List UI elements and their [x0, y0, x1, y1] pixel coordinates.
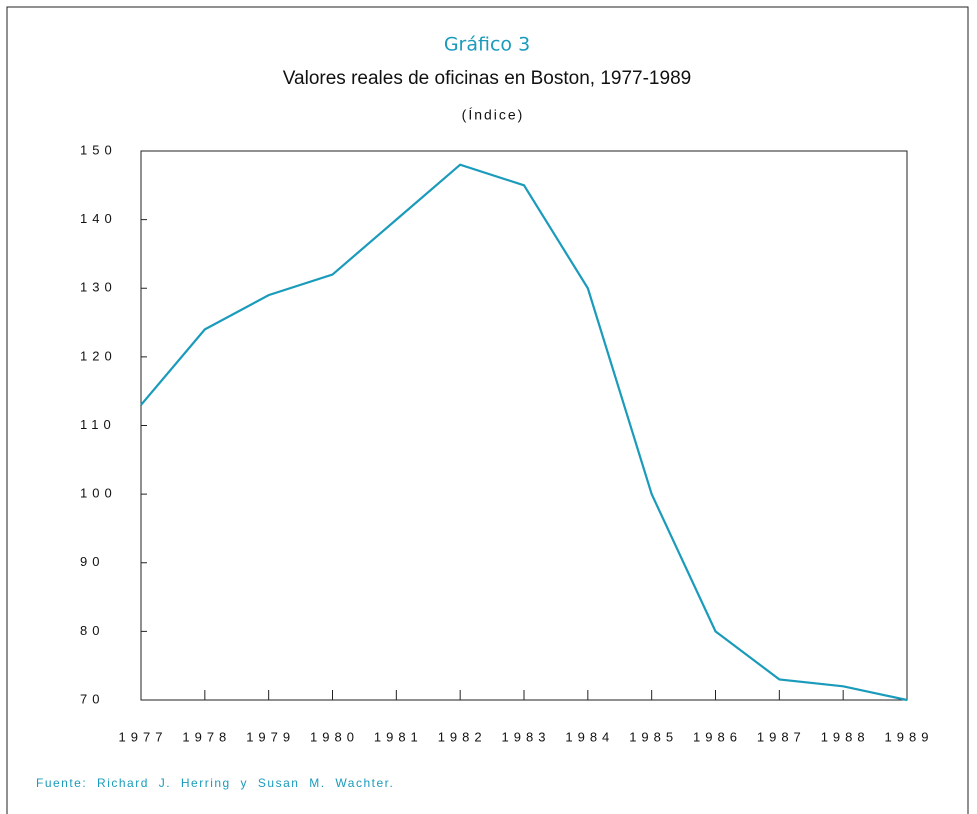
source: Fuente: Richard J. Herring y Susan M. Wa… [36, 776, 394, 790]
chart-title: Valores reales de oficinas en Boston, 19… [283, 68, 691, 89]
chart-label: Gráfico 3 [444, 34, 530, 56]
y-tick-label: 140 [80, 211, 117, 226]
y-tick-label: 90 [80, 554, 104, 569]
x-tick-label: 1980 [310, 729, 359, 744]
y-tick-label: 70 [80, 691, 104, 706]
line [140, 163, 908, 702]
x-tick-label: 1983 [502, 729, 551, 744]
y-tick-label: 130 [80, 280, 117, 295]
plot-frame [140, 150, 908, 701]
x-tick-label: 1984 [565, 729, 614, 744]
y-tick-label: 100 [80, 486, 117, 501]
x-tick-label: 1981 [374, 729, 423, 744]
x-tick-label: 1977 [119, 729, 168, 744]
x-tick-label: 1982 [438, 729, 487, 744]
chart-subtitle: (Índice) [462, 107, 525, 123]
y-tick-label: 120 [80, 348, 117, 363]
x-tick-label: 1986 [693, 729, 742, 744]
y-tick-label: 80 [80, 623, 104, 638]
x-tick-label: 1978 [182, 729, 231, 744]
x-tick-label: 1985 [629, 729, 678, 744]
frame [6, 6, 969, 814]
x-tick-label: 1989 [885, 729, 934, 744]
x-tick-label: 1988 [821, 729, 870, 744]
x-tick-label: 1987 [757, 729, 806, 744]
y-tick-label: 150 [80, 142, 117, 157]
y-tick-label: 110 [80, 417, 116, 432]
x-tick-label: 1979 [246, 729, 295, 744]
